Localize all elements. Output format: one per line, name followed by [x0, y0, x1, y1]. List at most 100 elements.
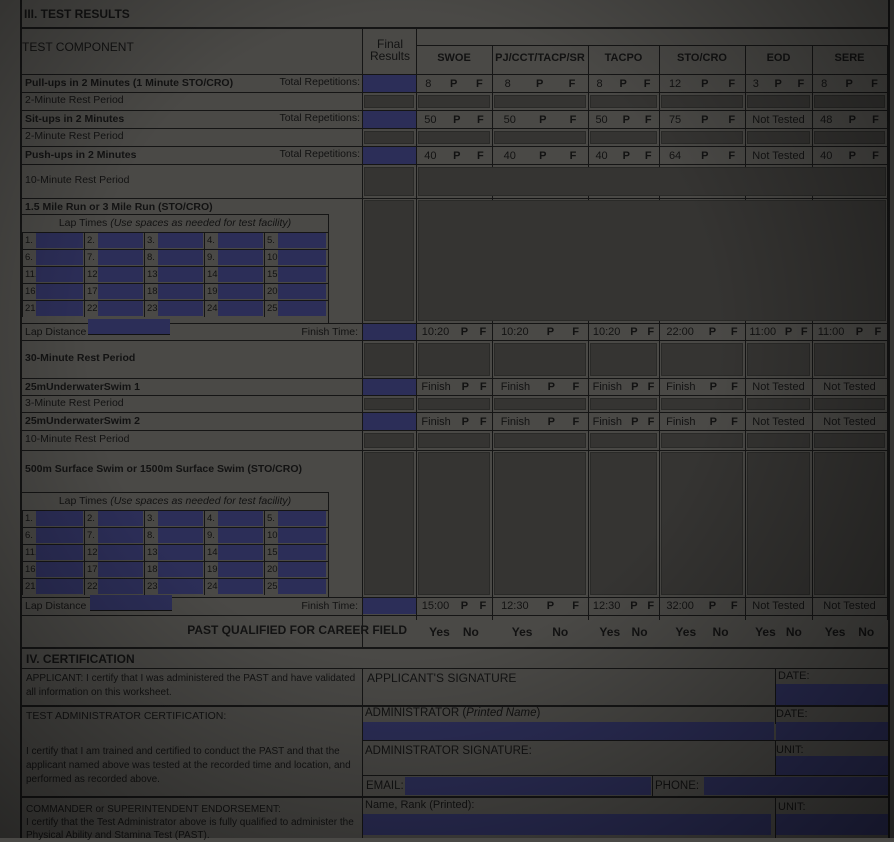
fail-option[interactable]: F	[479, 326, 487, 338]
fail-option[interactable]: F	[479, 600, 487, 612]
fail-option[interactable]: F	[730, 600, 738, 612]
finish-time-field-run[interactable]	[363, 324, 416, 340]
result-cell-pushups-0[interactable]: 40 P F	[416, 147, 492, 164]
lap-time-field-4[interactable]	[218, 233, 263, 248]
lap-time-field-8[interactable]	[158, 250, 203, 265]
finish-time-field-swim500[interactable]	[363, 598, 416, 614]
pass-option[interactable]: P	[622, 149, 630, 162]
fail-option[interactable]: F	[874, 326, 882, 338]
fail-option[interactable]: F	[569, 149, 577, 162]
lap-time-field-18[interactable]	[158, 562, 203, 577]
result-cell-situps-1[interactable]: 50 P F	[492, 111, 588, 128]
result-cell-swim500-1[interactable]: 12:30 P F	[492, 598, 588, 614]
result-cell-run-5[interactable]: 11:00 P F	[812, 324, 887, 340]
pass-option[interactable]: P	[630, 326, 638, 338]
result-cell-swim500-4[interactable]: Not Tested	[745, 598, 812, 614]
fail-option[interactable]: F	[572, 600, 579, 612]
pass-option[interactable]: P	[536, 77, 544, 90]
qualified-yes-option[interactable]: Yes	[675, 624, 697, 639]
lap-time-field-11[interactable]	[36, 545, 83, 560]
result-cell-pullups-2[interactable]: 8 P F	[588, 75, 659, 92]
pass-option[interactable]: P	[546, 600, 555, 612]
pass-option[interactable]: P	[848, 113, 856, 126]
result-cell-swim1-1[interactable]: Finish P F	[492, 379, 588, 395]
qualified-no-option[interactable]: No	[462, 624, 479, 639]
result-cell-run-4[interactable]: 11:00 P F	[745, 324, 812, 340]
commander-name-field[interactable]	[363, 814, 771, 835]
pass-option[interactable]: P	[450, 77, 458, 90]
lap-time-field-8[interactable]	[158, 528, 203, 543]
pass-option[interactable]: P	[619, 77, 627, 90]
lap-time-field-9[interactable]	[218, 528, 263, 543]
lap-time-field-5[interactable]	[278, 511, 326, 526]
final-result-field-pushups[interactable]	[363, 147, 416, 164]
lap-distance-field[interactable]	[88, 319, 170, 335]
result-cell-run-1[interactable]: 10:20 P F	[492, 324, 588, 340]
qualified-yes-option[interactable]: Yes	[755, 624, 776, 639]
lap-time-field-19[interactable]	[218, 562, 263, 577]
lap-time-field-5[interactable]	[278, 233, 326, 248]
fail-option[interactable]: F	[569, 113, 577, 126]
lap-time-field-10[interactable]	[278, 250, 326, 265]
result-cell-pushups-2[interactable]: 40 P F	[588, 147, 659, 164]
result-cell-swim2-1[interactable]: Finish P F	[492, 413, 588, 430]
fail-option[interactable]: F	[872, 113, 879, 126]
result-cell-situps-0[interactable]: 50 P F	[416, 111, 492, 128]
pass-option[interactable]: P	[539, 149, 547, 162]
fail-option[interactable]: F	[728, 113, 736, 126]
qualified-yes-option[interactable]: Yes	[824, 624, 846, 639]
lap-time-field-17[interactable]	[98, 562, 143, 577]
lap-time-field-11[interactable]	[36, 267, 83, 282]
pass-option[interactable]: P	[631, 381, 639, 393]
lap-time-field-21[interactable]	[36, 579, 83, 594]
fail-option[interactable]: F	[728, 77, 736, 90]
qualified-no-option[interactable]: No	[712, 624, 729, 639]
fail-option[interactable]: F	[730, 326, 738, 338]
final-result-field-pullups[interactable]	[363, 75, 416, 92]
lap-time-field-7[interactable]	[98, 528, 143, 543]
pass-option[interactable]: P	[848, 149, 856, 162]
pass-option[interactable]: P	[461, 415, 469, 428]
pass-option[interactable]: P	[539, 113, 547, 126]
lap-time-field-17[interactable]	[98, 284, 143, 299]
lap-time-field-1[interactable]	[36, 233, 83, 248]
lap-time-field-3[interactable]	[158, 511, 203, 526]
fail-option[interactable]: F	[800, 326, 808, 338]
pass-option[interactable]: P	[701, 77, 709, 90]
final-result-field-situps[interactable]	[363, 111, 416, 128]
result-cell-pullups-0[interactable]: 8 P F	[416, 75, 492, 92]
applicant-date-field[interactable]	[776, 684, 888, 705]
result-cell-pushups-5[interactable]: 40 P F	[812, 147, 887, 164]
lap-time-field-18[interactable]	[158, 284, 203, 299]
result-cell-pullups-5[interactable]: 8 P F	[812, 75, 887, 92]
fail-option[interactable]: F	[572, 415, 580, 428]
fail-option[interactable]: F	[731, 381, 738, 393]
fail-option[interactable]: F	[479, 381, 487, 393]
lap-time-field-16[interactable]	[36, 284, 83, 299]
pass-option[interactable]: P	[784, 326, 793, 338]
fail-option[interactable]: F	[643, 77, 651, 90]
lap-time-field-13[interactable]	[158, 545, 203, 560]
lap-time-field-15[interactable]	[278, 267, 326, 282]
lap-time-field-6[interactable]	[36, 528, 83, 543]
pass-option[interactable]: P	[631, 415, 639, 428]
result-cell-swim1-5[interactable]: Not Tested	[812, 379, 887, 395]
lap-time-field-24[interactable]	[218, 301, 263, 316]
lap-time-field-12[interactable]	[98, 267, 143, 282]
fail-option[interactable]: F	[644, 149, 652, 162]
result-cell-pushups-1[interactable]: 40 P F	[492, 147, 588, 164]
fail-option[interactable]: F	[476, 149, 484, 162]
result-cell-swim2-5[interactable]: Not Tested	[812, 413, 887, 430]
result-cell-swim500-5[interactable]: Not Tested	[812, 598, 887, 614]
result-cell-swim500-0[interactable]: 15:00 P F	[416, 598, 492, 614]
lap-time-field-20[interactable]	[278, 562, 326, 577]
lap-time-field-3[interactable]	[158, 233, 203, 248]
lap-time-field-12[interactable]	[98, 545, 143, 560]
fail-option[interactable]: F	[728, 149, 736, 162]
lap-time-field-9[interactable]	[218, 250, 263, 265]
pass-option[interactable]: P	[701, 149, 709, 162]
result-cell-situps-3[interactable]: 75 P F	[659, 111, 745, 128]
qualified-no-option[interactable]: No	[631, 624, 648, 639]
final-result-field-swim2[interactable]	[363, 413, 416, 430]
phone-field[interactable]	[704, 777, 888, 795]
